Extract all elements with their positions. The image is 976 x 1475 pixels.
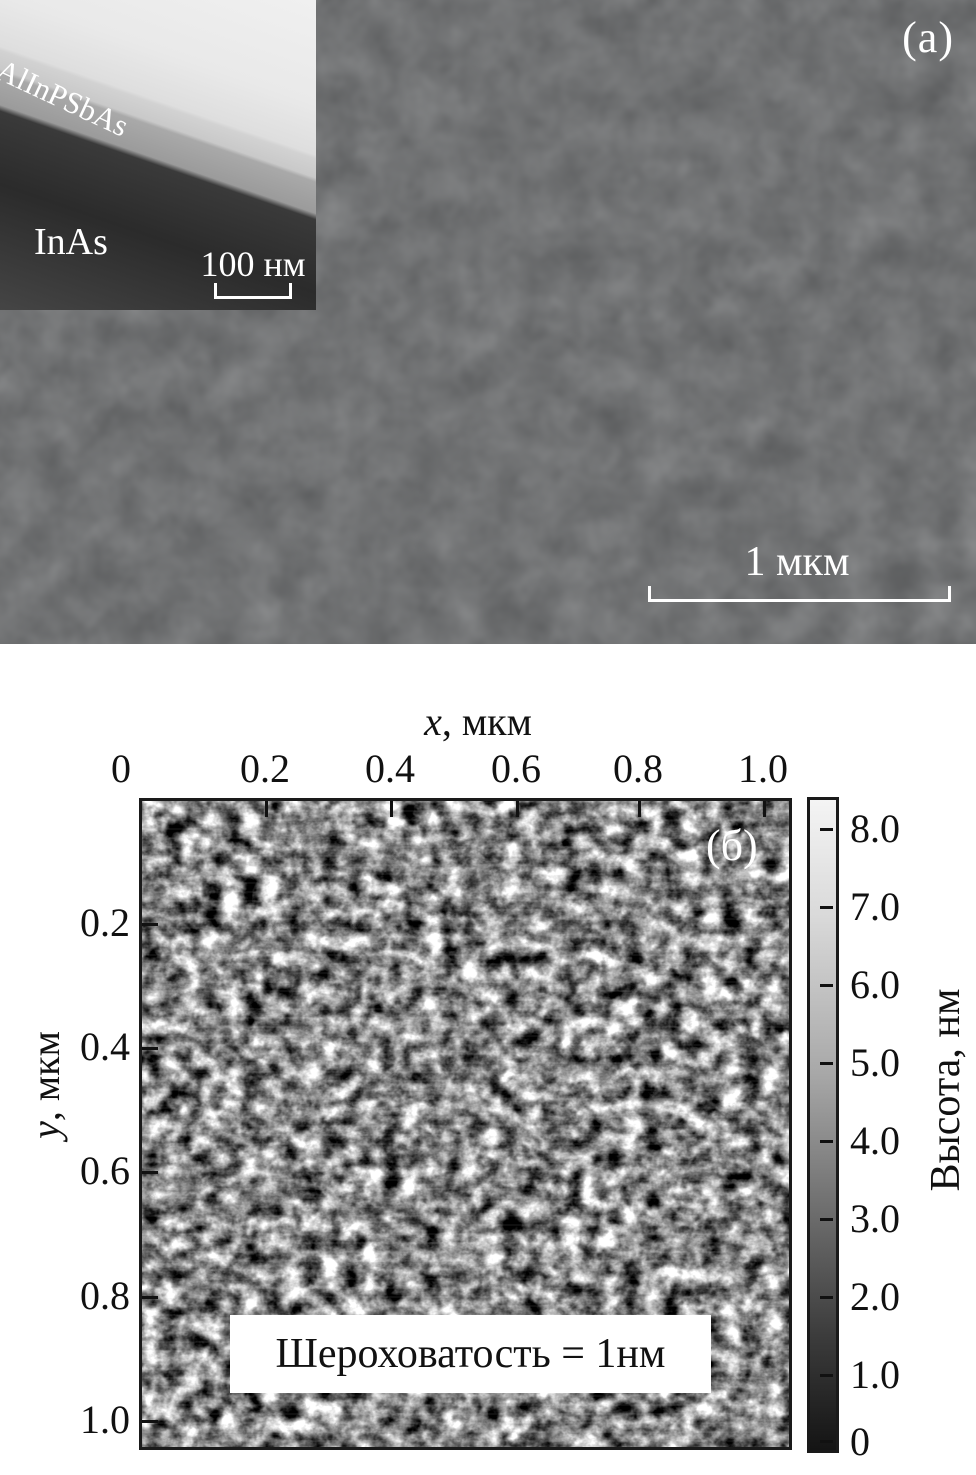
panel-a-scalebar-bracket (648, 586, 951, 602)
colorbar-tick (820, 1140, 833, 1143)
colorbar-tick-label: 0 (850, 1419, 870, 1464)
colorbar-tick-label: 6.0 (850, 962, 900, 1007)
y-tick-label: 0.6 (80, 1148, 130, 1193)
inset-substrate-label: InAs (34, 221, 108, 263)
colorbar-tick-label: 8.0 (850, 806, 900, 851)
x-axis-tick (390, 801, 393, 817)
x-axis-title: x, мкм (358, 698, 598, 744)
x-tick-label: 0.8 (613, 746, 663, 791)
y-axis-tick (142, 923, 158, 926)
x-axis-tick (265, 801, 268, 817)
y-axis-title-units: , мкм (23, 1031, 68, 1122)
colorbar-tick (820, 1440, 833, 1443)
x-axis-tick (516, 801, 519, 817)
afm-height-map: (б) Шероховатость = 1нм (139, 798, 792, 1450)
colorbar-tick (820, 1296, 833, 1299)
x-tick-label: 0 (111, 746, 131, 791)
y-axis-title: y, мкм (22, 985, 68, 1185)
roughness-annotation: Шероховатость = 1нм (230, 1315, 711, 1393)
x-axis-tick (763, 801, 766, 817)
y-axis-tick (142, 1171, 158, 1174)
x-tick-label: 0.6 (491, 746, 541, 791)
x-tick-label: 0.2 (240, 746, 290, 791)
y-axis-title-variable: y (23, 1121, 68, 1139)
x-axis-title-variable: x (424, 699, 442, 744)
colorbar-tick-label: 3.0 (850, 1196, 900, 1241)
inset-scalebar-label: 100 нм (200, 244, 306, 284)
colorbar-tick (820, 984, 833, 987)
colorbar-tick-label: 2.0 (850, 1274, 900, 1319)
colorbar-tick-label: 5.0 (850, 1040, 900, 1085)
inset-layer-label: AlInPSbAs (0, 52, 135, 144)
panel-a-label: (a) (902, 13, 954, 62)
colorbar-tick (820, 828, 833, 831)
x-axis-title-units: , мкм (441, 699, 532, 744)
panel-a-sem-image: AlInPSbAs InAs 100 нм (a) 1 мкм (0, 0, 976, 644)
tem-inset-image: AlInPSbAs InAs 100 нм (0, 0, 316, 310)
colorbar-tick-label: 1.0 (850, 1352, 900, 1397)
y-axis-tick (142, 1296, 158, 1299)
y-tick-label: 0.8 (80, 1273, 130, 1318)
colorbar (807, 797, 839, 1453)
panel-a-scalebar-label: 1 мкм (744, 539, 850, 585)
panel-b-label: (б) (706, 821, 758, 870)
colorbar-tick (820, 1374, 833, 1377)
y-axis-tick (142, 1420, 158, 1423)
y-tick-label: 1.0 (80, 1397, 130, 1442)
colorbar-tick-label: 7.0 (850, 884, 900, 929)
inset-scalebar-bracket (214, 283, 292, 299)
x-tick-label: 0.4 (365, 746, 415, 791)
x-tick-label: 1.0 (738, 746, 788, 791)
colorbar-tick (820, 1218, 833, 1221)
y-tick-label: 0.2 (80, 900, 130, 945)
y-axis-tick (142, 1047, 158, 1050)
colorbar-tick (820, 1062, 833, 1065)
colorbar-tick-label: 4.0 (850, 1118, 900, 1163)
x-axis-tick (638, 801, 641, 817)
colorbar-title: Высота, нм (923, 988, 969, 1192)
y-tick-label: 0.4 (80, 1024, 130, 1069)
colorbar-tick (820, 906, 833, 909)
